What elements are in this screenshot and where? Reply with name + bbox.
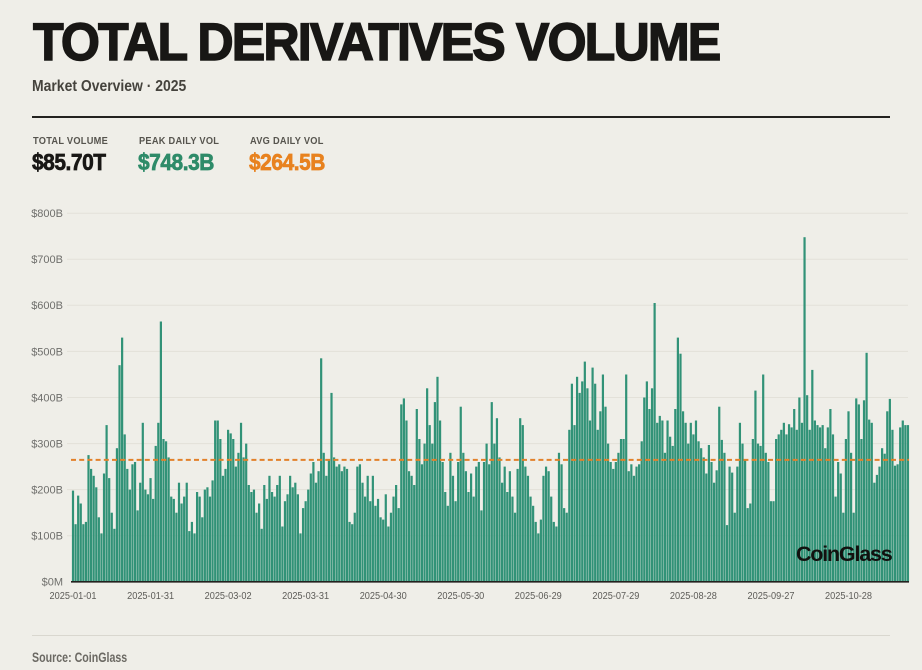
- svg-text:2025-07-29: 2025-07-29: [592, 591, 639, 602]
- svg-text:$600B: $600B: [31, 300, 63, 312]
- svg-text:$800B: $800B: [31, 208, 63, 220]
- svg-text:$400B: $400B: [31, 392, 63, 404]
- svg-text:CoinGlass: CoinGlass: [796, 542, 893, 566]
- svg-text:2025-03-31: 2025-03-31: [282, 591, 329, 602]
- svg-text:$100B: $100B: [31, 531, 63, 543]
- svg-text:2025-03-02: 2025-03-02: [205, 591, 252, 602]
- svg-text:$0M: $0M: [42, 577, 63, 589]
- svg-text:2025-04-30: 2025-04-30: [360, 591, 407, 602]
- svg-text:$300B: $300B: [31, 439, 63, 451]
- svg-text:$500B: $500B: [31, 346, 63, 358]
- svg-text:2025-01-31: 2025-01-31: [127, 591, 174, 602]
- svg-text:$200B: $200B: [31, 485, 63, 497]
- svg-text:$700B: $700B: [31, 254, 63, 266]
- svg-text:2025-10-28: 2025-10-28: [825, 591, 872, 602]
- svg-text:2025-01-01: 2025-01-01: [50, 591, 97, 602]
- svg-text:2025-09-27: 2025-09-27: [748, 591, 795, 602]
- svg-text:2025-06-29: 2025-06-29: [515, 591, 562, 602]
- svg-text:2025-05-30: 2025-05-30: [437, 591, 484, 602]
- svg-text:2025-08-28: 2025-08-28: [670, 591, 717, 602]
